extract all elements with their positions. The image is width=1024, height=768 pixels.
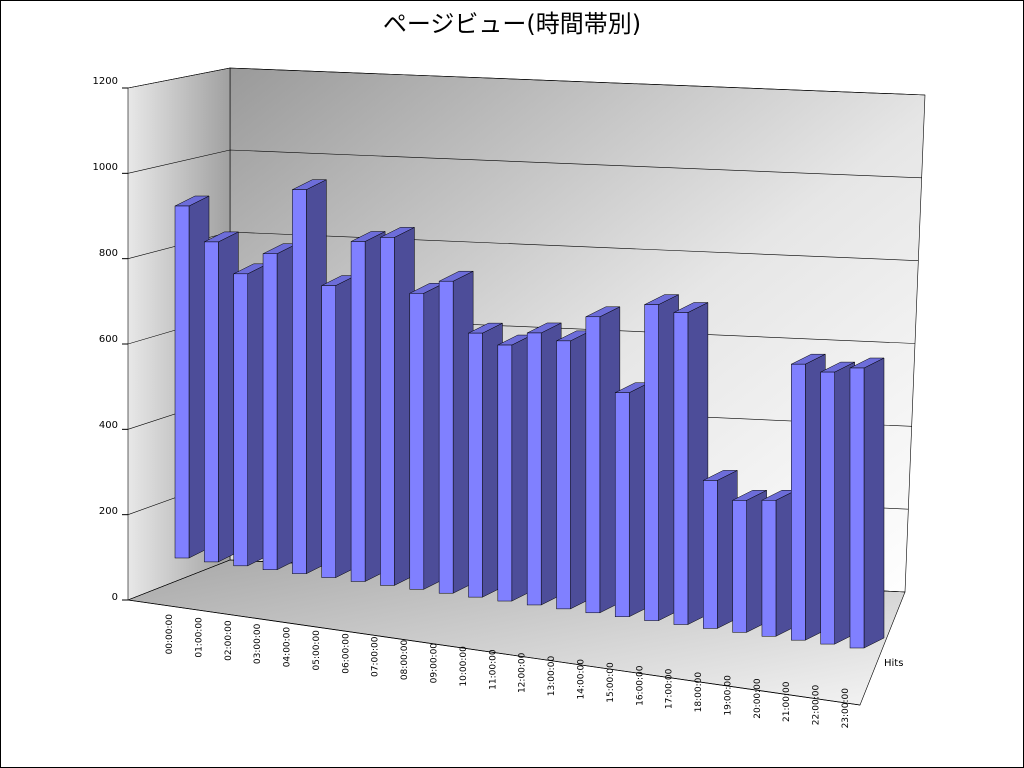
- bar-front: [791, 363, 806, 641]
- x-tick-label: 10:00:00: [459, 646, 469, 687]
- bar-front: [585, 316, 601, 614]
- bar-front: [732, 500, 747, 633]
- x-tick-label: 12:00:00: [518, 652, 528, 693]
- bar-front: [820, 371, 835, 645]
- x-tick-label: 03:00:00: [253, 623, 263, 664]
- grid-line: [127, 149, 922, 179]
- x-tick-label: 18:00:00: [694, 672, 704, 713]
- y-tick-label: 800: [99, 248, 118, 259]
- bar: [791, 353, 826, 641]
- bar: [233, 263, 268, 567]
- x-tick-label: 22:00:00: [812, 685, 822, 726]
- bar-front: [321, 285, 336, 578]
- bar: [321, 275, 356, 578]
- x-axis: [127, 599, 861, 706]
- legend-label: Hits: [884, 658, 903, 669]
- bar-front: [233, 273, 248, 567]
- grid-line: [127, 67, 926, 96]
- bar: [644, 294, 679, 622]
- y-tick-label: 600: [99, 334, 118, 345]
- x-tick-label: 00:00:00: [165, 614, 175, 655]
- bar: [556, 330, 591, 610]
- bar: [585, 306, 621, 614]
- x-tick-label: 21:00:00: [782, 681, 792, 722]
- bar-front: [849, 367, 865, 649]
- bar-side: [863, 357, 885, 649]
- x-tick-label: 02:00:00: [224, 620, 234, 661]
- bar-front: [438, 280, 454, 594]
- y-tick-label: 400: [99, 420, 118, 431]
- x-tick-label: 13:00:00: [547, 656, 557, 697]
- bar: [703, 470, 738, 629]
- chart-title: ページビュー(時間帯別): [383, 10, 641, 38]
- bar: [380, 226, 415, 586]
- bar: [350, 231, 386, 582]
- x-tick-label: 09:00:00: [430, 643, 440, 684]
- bar: [820, 361, 855, 645]
- bar-front: [380, 237, 395, 586]
- x-tick-label: 08:00:00: [400, 639, 410, 680]
- x-tick-label: 11:00:00: [488, 649, 498, 690]
- bar-front: [350, 241, 366, 582]
- x-tick-label: 17:00:00: [665, 668, 675, 709]
- x-tick-label: 04:00:00: [283, 627, 293, 668]
- x-tick-label: 16:00:00: [635, 665, 645, 706]
- bar-front: [673, 312, 689, 625]
- x-tick-label: 19:00:00: [723, 675, 733, 716]
- bar: [614, 382, 650, 618]
- bar-front: [174, 205, 190, 559]
- x-tick-label: 07:00:00: [371, 636, 381, 677]
- bar: [673, 302, 709, 625]
- bar-front: [761, 500, 777, 637]
- bar-front: [614, 392, 630, 617]
- bar: [409, 282, 445, 590]
- x-tick-label: 23:00:00: [841, 688, 851, 729]
- bar: [761, 489, 797, 637]
- bar-front: [526, 332, 542, 606]
- bar-front: [644, 304, 659, 621]
- bar: [526, 322, 562, 606]
- y-tick-label: 1000: [93, 162, 118, 173]
- bar-front: [292, 189, 307, 574]
- x-tick-label: 01:00:00: [194, 617, 204, 658]
- bar: [438, 270, 474, 594]
- x-tick-label: 14:00:00: [576, 659, 586, 700]
- x-tick-label: 15:00:00: [606, 662, 616, 703]
- y-tick-label: 200: [99, 506, 118, 517]
- bar-front: [703, 480, 718, 629]
- y-tick-label: 1200: [93, 76, 118, 87]
- bar-front: [204, 241, 219, 563]
- x-tick-label: 20:00:00: [753, 678, 763, 719]
- x-tick-label: 06:00:00: [341, 633, 351, 674]
- bar-front: [468, 332, 483, 598]
- bar: [292, 179, 327, 575]
- bar-front: [409, 293, 425, 590]
- bar-front: [556, 340, 571, 610]
- bar: [732, 489, 767, 633]
- bar-front: [262, 253, 278, 570]
- x-tick-label: 05:00:00: [312, 630, 322, 671]
- bar-front: [497, 344, 513, 602]
- bar: [262, 243, 298, 571]
- bar: [497, 334, 533, 602]
- bar: [204, 231, 239, 563]
- bar: [468, 322, 503, 598]
- bar: [849, 357, 885, 649]
- y-tick-label: 0: [112, 592, 118, 603]
- bar: [174, 195, 210, 559]
